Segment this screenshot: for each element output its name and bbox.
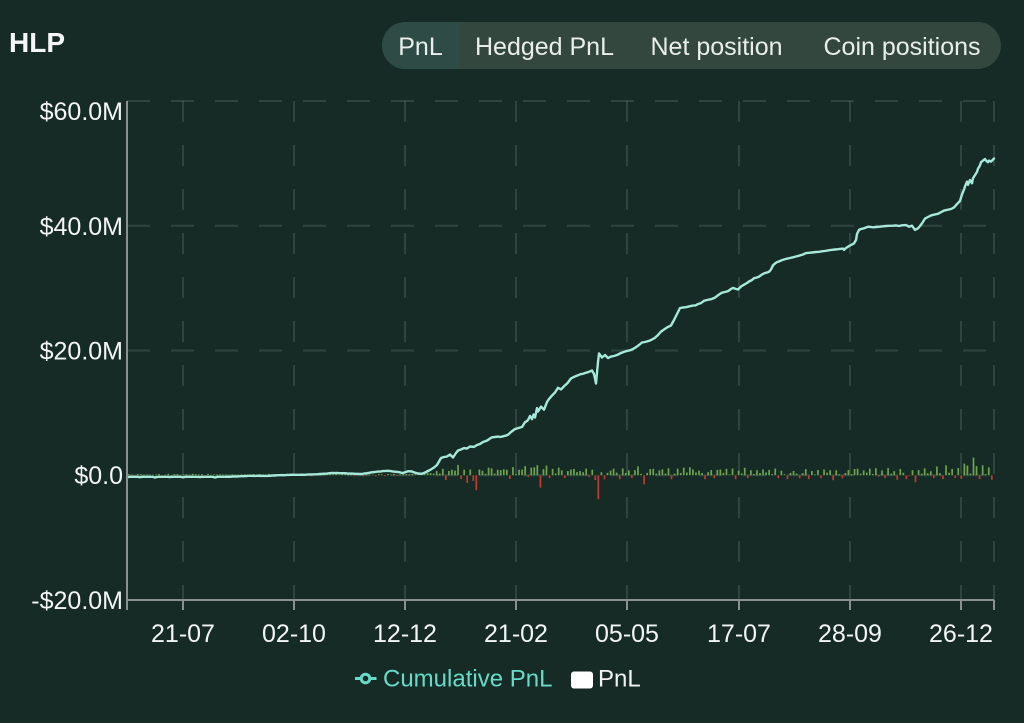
svg-text:PnL: PnL <box>598 666 641 693</box>
svg-text:$40.0M: $40.0M <box>40 213 123 241</box>
svg-text:05-05: 05-05 <box>595 620 659 648</box>
svg-text:02-10: 02-10 <box>262 620 326 648</box>
svg-text:21-07: 21-07 <box>151 620 215 648</box>
svg-text:17-07: 17-07 <box>707 620 771 648</box>
svg-text:-$20.0M: -$20.0M <box>31 587 123 615</box>
svg-text:Cumulative PnL: Cumulative PnL <box>383 666 552 693</box>
svg-text:12-12: 12-12 <box>373 620 437 648</box>
svg-text:26-12: 26-12 <box>929 620 993 648</box>
svg-text:28-09: 28-09 <box>818 620 882 648</box>
svg-text:21-02: 21-02 <box>484 620 548 648</box>
svg-text:$0.0: $0.0 <box>74 462 123 490</box>
svg-text:$20.0M: $20.0M <box>40 338 123 366</box>
svg-text:$60.0M: $60.0M <box>40 98 123 126</box>
